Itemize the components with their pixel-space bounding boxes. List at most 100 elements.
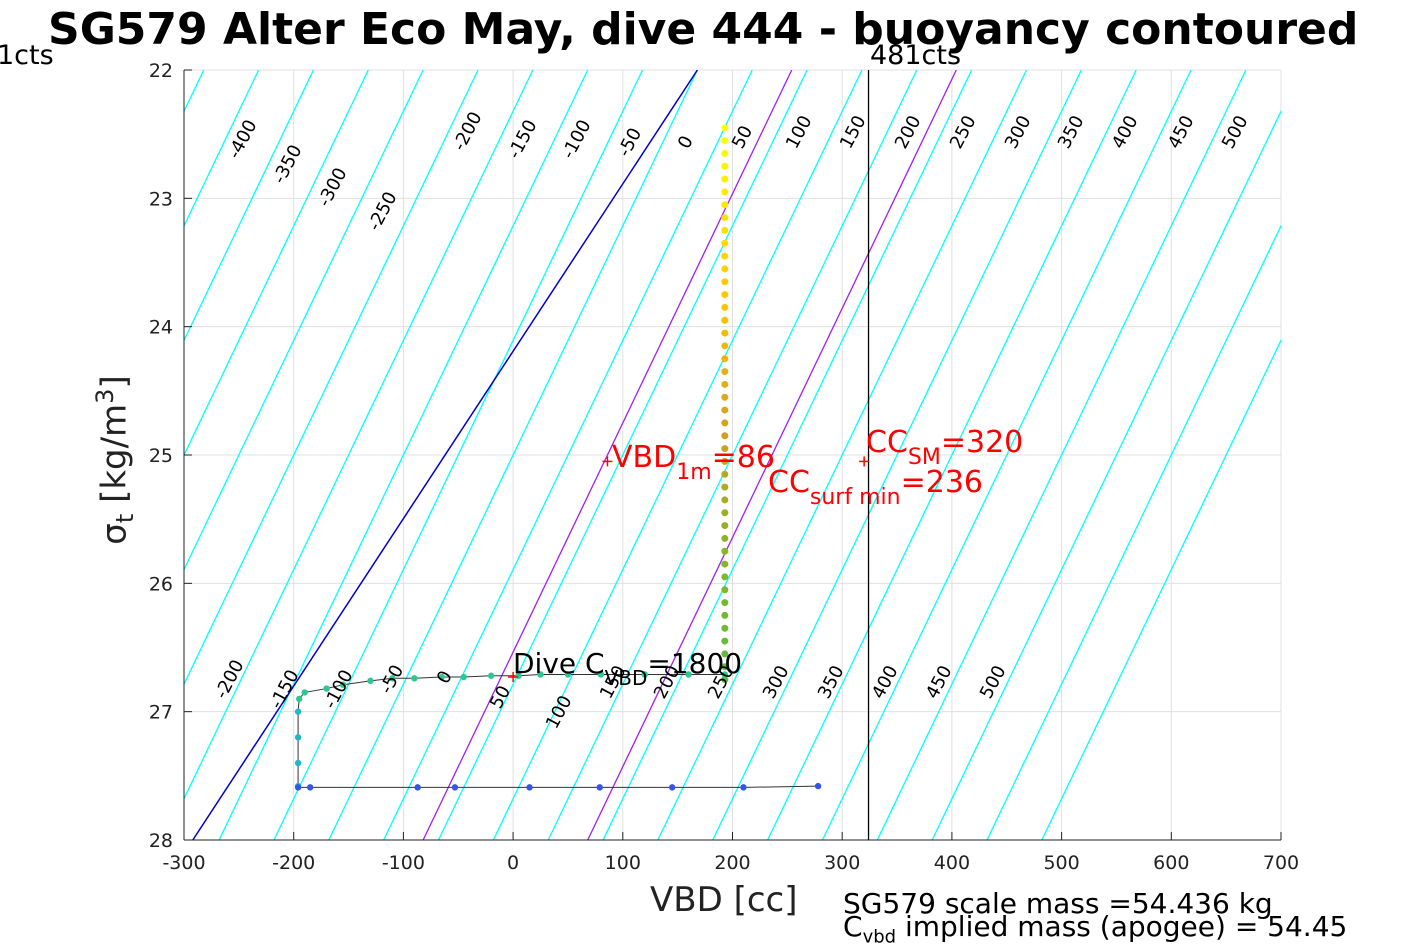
profile-point (721, 663, 729, 671)
x-tick-label: -200 (272, 852, 315, 874)
profile-point (294, 784, 302, 791)
buoyancy-contour-line (218, 70, 589, 840)
contour-label-top: 350 (1054, 112, 1089, 152)
profile-point (721, 303, 729, 311)
x-tick-label: 200 (714, 852, 750, 874)
x-tick-label: 400 (934, 852, 970, 874)
profile-point (323, 685, 330, 692)
contour-label-top: 300 (1001, 112, 1036, 152)
contour-label-top: 100 (782, 112, 817, 152)
buoyancy-contour-line (383, 70, 753, 840)
buoyancy-contour-line (821, 70, 1192, 840)
implied-mass-text: Cvbd implied mass (apogee) = 54.45 (843, 910, 1348, 948)
profile-point (367, 677, 374, 685)
x-tick-label: 500 (1043, 852, 1079, 874)
contour-label-top: -150 (504, 116, 542, 162)
plot-area (184, 70, 1281, 840)
contour-label-top: -250 (364, 188, 402, 234)
profile-track-line (298, 785, 819, 788)
profile-point (721, 586, 729, 594)
profile-point (721, 393, 729, 401)
buoyancy-contour-line (184, 70, 315, 342)
profile-point (721, 445, 729, 453)
buoyancy-contour-line (602, 70, 973, 840)
profile-point (339, 681, 347, 688)
profile-point (740, 784, 747, 791)
end-counts-label: 481cts (870, 40, 962, 71)
cc-sm-annotation: CCSM=320 (866, 425, 1024, 470)
profile-point (487, 672, 495, 679)
profile-point (721, 483, 729, 491)
contour-label-top: -350 (269, 141, 307, 187)
profile-point (721, 175, 729, 183)
profile-point (389, 675, 396, 682)
profile-point (721, 342, 729, 350)
buoyancy-contour-line (184, 70, 424, 572)
profile-point (721, 406, 729, 414)
x-axis-label: VBD [cc] (650, 880, 798, 920)
buoyancy-contour-line (273, 70, 644, 840)
profile-point (721, 534, 729, 542)
y-tick-label: 27 (149, 702, 173, 724)
profile-point (721, 239, 729, 247)
buoyancy-contour-line (931, 109, 1281, 840)
chart-title: SG579 Alter Eco May, dive 444 - buoyancy… (48, 4, 1359, 55)
scale-mass-text: SG579 scale mass =54.436 kg (843, 887, 1273, 920)
profile-point (721, 149, 729, 157)
profile-point (721, 329, 729, 337)
profile-point (721, 599, 729, 607)
contour-label-bottom: 0 (433, 667, 457, 687)
cc-reference-line (422, 70, 793, 840)
profile-point (721, 432, 729, 440)
profile-point (414, 784, 421, 791)
profile-point (526, 784, 533, 791)
buoyancy-contour-line (657, 70, 1028, 840)
profile-point (438, 673, 445, 681)
profile-point (721, 380, 729, 388)
contour-label-bottom: 100 (542, 692, 577, 732)
profile-point (721, 509, 729, 517)
profile-point (564, 671, 572, 678)
cc-surf-min-annotation: CCsurf min=236 (768, 465, 983, 510)
profile-point (294, 708, 302, 715)
profile-point (721, 560, 729, 568)
profile-point (641, 671, 648, 678)
buoyancy-contour-line (986, 224, 1281, 840)
profile-point (721, 252, 729, 260)
y-tick-label: 28 (149, 830, 173, 852)
buoyancy-contour-line (328, 70, 698, 840)
profile-point (721, 316, 729, 324)
profile-point (721, 496, 729, 504)
y-tick-label: 23 (149, 188, 173, 210)
vbd-1m-annotation: VBD1m=86 (612, 440, 775, 485)
dive-cvbd-annotation: Dive CVBD=1800 (513, 647, 743, 690)
y-tick-label: 24 (149, 317, 173, 339)
x-tick-label: -300 (162, 852, 205, 874)
buoyancy-contour-line (184, 70, 260, 228)
profile-point (301, 689, 308, 696)
profile-point (721, 278, 729, 286)
y-tick-label: 22 (149, 60, 173, 82)
profile-point (721, 650, 729, 658)
profile-point (685, 671, 692, 678)
profile-point (814, 782, 822, 790)
buoyancy-contour-line (437, 70, 808, 840)
profile-point (537, 671, 544, 678)
profile-point (721, 124, 729, 132)
profile-point (451, 784, 459, 791)
x-tick-label: 600 (1153, 852, 1189, 874)
profile-point (596, 784, 603, 791)
profile-point (668, 784, 676, 791)
profile-point (295, 695, 303, 703)
buoyancy-contour-line (712, 70, 1082, 840)
profile-point (721, 547, 729, 555)
buoyancy-contour-line (492, 70, 863, 840)
profile-point (721, 355, 729, 363)
profile-point (294, 759, 302, 767)
profile-point (721, 201, 729, 209)
profile-point (721, 368, 729, 376)
start-counts-label: 1cts (0, 40, 54, 71)
profile-point (721, 676, 729, 684)
profile-point (721, 611, 729, 619)
